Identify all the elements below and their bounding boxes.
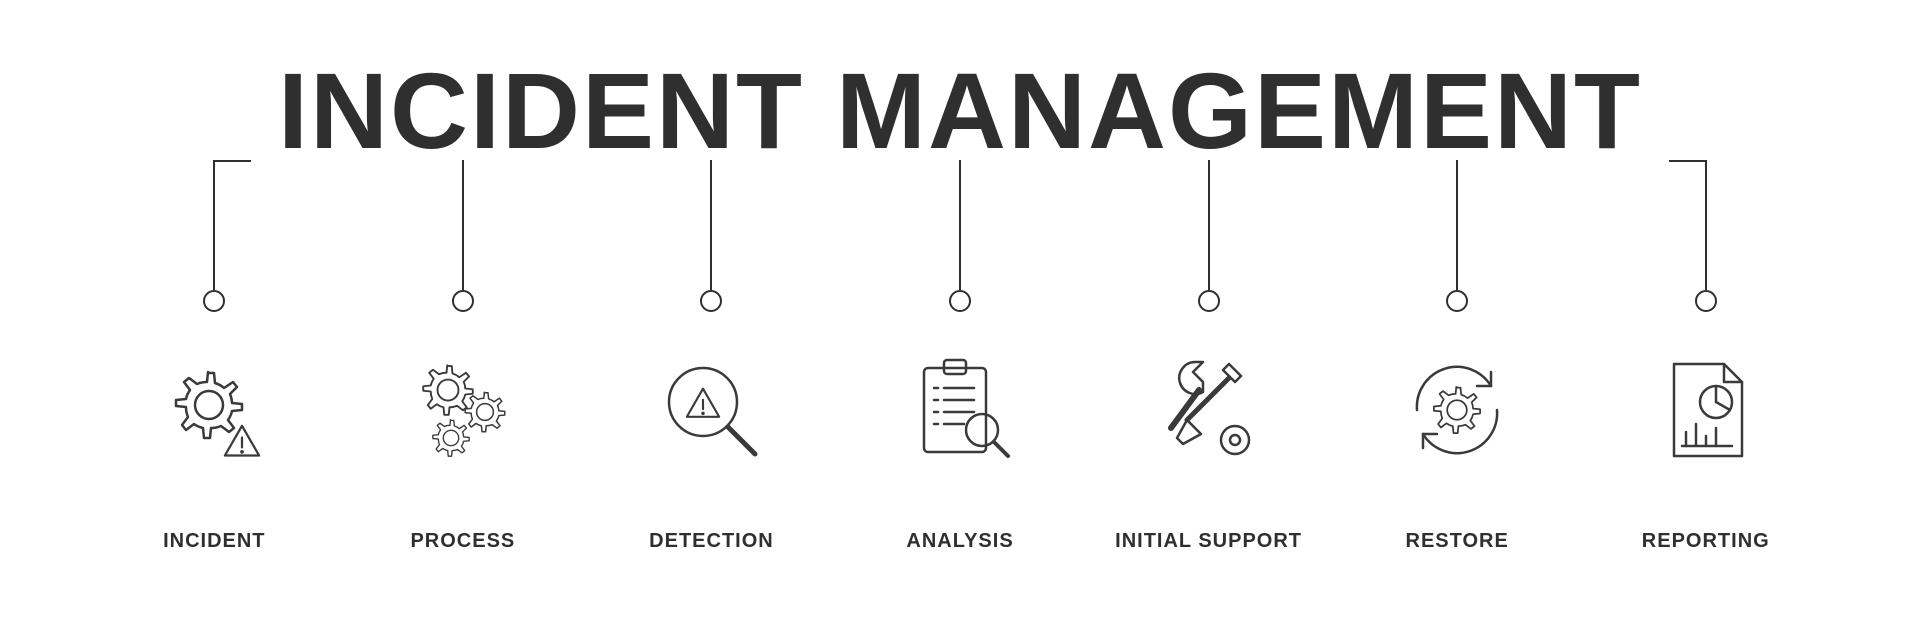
connector-node bbox=[1446, 290, 1468, 312]
stage-item: ANALYSIS bbox=[836, 350, 1085, 553]
connector-bracket bbox=[1669, 160, 1707, 162]
connector-node bbox=[203, 290, 225, 312]
tools-icon bbox=[1149, 350, 1269, 470]
stage-item: INCIDENT bbox=[90, 350, 339, 553]
connector-node bbox=[1198, 290, 1220, 312]
gears-icon bbox=[403, 350, 523, 470]
connector-bracket bbox=[213, 160, 251, 162]
gear-refresh-icon bbox=[1397, 350, 1517, 470]
magnifier-alert-icon bbox=[651, 350, 771, 470]
stage-item: REPORTING bbox=[1581, 350, 1830, 553]
stage-item: DETECTION bbox=[587, 350, 836, 553]
items-row: INCIDENT PROCESS DETECTION ANALYSIS INITIAL … bbox=[0, 350, 1920, 553]
stage-label: ANALYSIS bbox=[906, 530, 1013, 553]
connector-line bbox=[1456, 160, 1458, 290]
connector-node bbox=[949, 290, 971, 312]
stage-item: PROCESS bbox=[339, 350, 588, 553]
stage-label: REPORTING bbox=[1642, 530, 1770, 553]
stage-label: INCIDENT bbox=[163, 530, 265, 553]
infographic-root: INCIDENT MANAGEMENT INCIDENT PROCESS DETEC… bbox=[0, 0, 1920, 640]
connector-line bbox=[1705, 160, 1707, 290]
stage-label: DETECTION bbox=[649, 530, 774, 553]
stage-label: INITIAL SUPPORT bbox=[1115, 530, 1302, 553]
connector-line bbox=[462, 160, 464, 290]
connector-line bbox=[213, 160, 215, 290]
main-title: INCIDENT MANAGEMENT bbox=[0, 48, 1920, 173]
gear-alert-icon bbox=[154, 350, 274, 470]
connector-line bbox=[959, 160, 961, 290]
report-chart-icon bbox=[1646, 350, 1766, 470]
stage-label: PROCESS bbox=[410, 530, 515, 553]
connector-node bbox=[700, 290, 722, 312]
clipboard-search-icon bbox=[900, 350, 1020, 470]
stage-label: RESTORE bbox=[1406, 530, 1509, 553]
connector-line bbox=[1208, 160, 1210, 290]
connector-node bbox=[452, 290, 474, 312]
connector-line bbox=[710, 160, 712, 290]
connector-node bbox=[1695, 290, 1717, 312]
stage-item: RESTORE bbox=[1333, 350, 1582, 553]
stage-item: INITIAL SUPPORT bbox=[1084, 350, 1333, 553]
